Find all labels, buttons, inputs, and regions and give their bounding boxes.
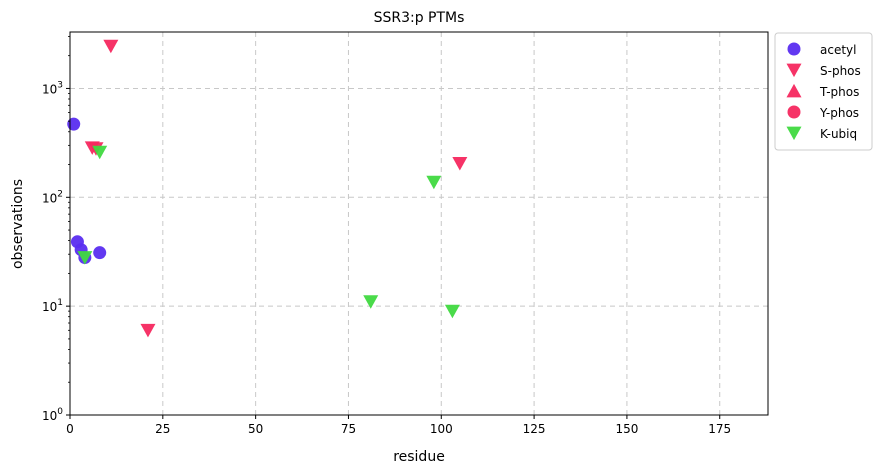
legend-box — [774, 32, 873, 151]
data-point-acetyl — [67, 117, 81, 131]
y-axis-label: observations — [10, 179, 26, 269]
x-tick-label: 100 — [430, 422, 453, 436]
x-tick-label: 150 — [615, 422, 638, 436]
legend-label-k-ubiq: K-ubiq — [820, 127, 857, 141]
legend: acetyl S-phos T-phos Y-phos K-ubiq — [774, 32, 873, 151]
data-point-acetyl — [93, 246, 107, 260]
data-point-s-phos — [452, 156, 468, 171]
grid-lines — [70, 32, 768, 415]
x-axis-label: residue — [393, 449, 445, 465]
x-tick-label: 175 — [708, 422, 731, 436]
data-point-s-phos — [140, 323, 156, 338]
legend-marker-t-phos — [786, 83, 802, 98]
plot-frame — [69, 31, 769, 416]
legend-marker-s-phos — [786, 63, 802, 78]
data-point-k-ubiq — [444, 304, 460, 319]
data-point-k-ubiq — [363, 295, 379, 309]
x-tick-label: 25 — [155, 422, 170, 436]
x-tick-label: 0 — [66, 422, 74, 436]
data-point-k-ubiq — [426, 175, 442, 190]
x-tick-label: 75 — [341, 422, 356, 436]
data-point-k-ubiq — [92, 145, 108, 160]
legend-marker-y-phos — [787, 105, 801, 119]
data-points — [67, 39, 468, 338]
legend-marker-acetyl — [787, 42, 801, 56]
x-axis: 0 25 50 75 100 125 150 175 — [66, 415, 731, 436]
data-point-s-phos — [103, 39, 119, 54]
data-point-k-ubiq — [77, 251, 93, 265]
chart-title: SSR3:p PTMs — [374, 10, 465, 26]
legend-label-y-phos: Y-phos — [819, 106, 859, 120]
x-tick-label: 50 — [248, 422, 263, 436]
x-tick-label: 125 — [523, 422, 546, 436]
legend-label-s-phos: S-phos — [820, 64, 861, 78]
legend-marker-k-ubiq — [786, 126, 802, 141]
legend-label-acetyl: acetyl — [820, 43, 856, 57]
legend-label-t-phos: T-phos — [819, 85, 859, 99]
